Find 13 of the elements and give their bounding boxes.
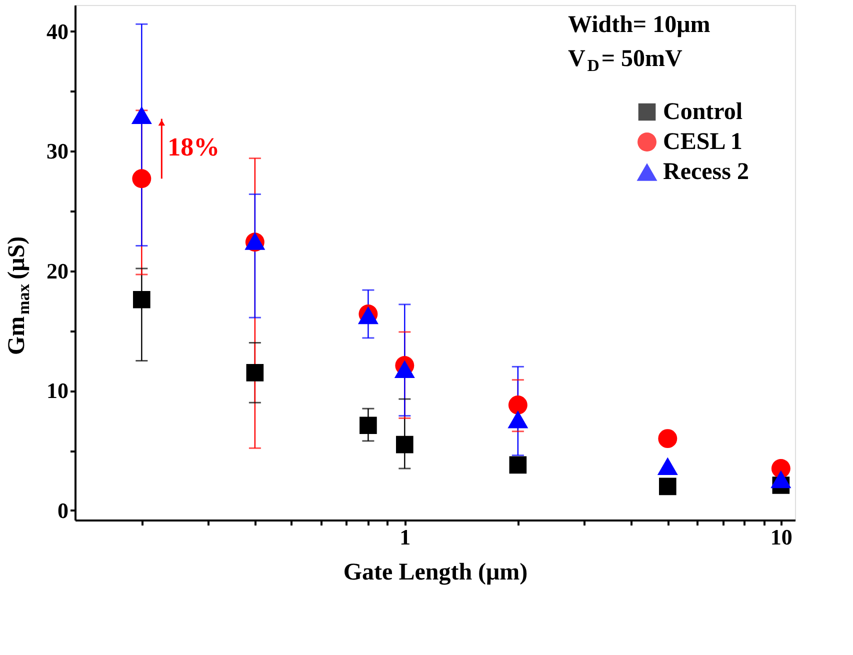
x-axis-title: Gate Length (μm) (343, 560, 528, 586)
x-tick-label: 1 (400, 524, 411, 550)
legend-label: Control (663, 99, 743, 125)
y-tick-label: 40 (46, 18, 68, 44)
legend-label: CESL 1 (663, 129, 742, 155)
y-tick-label: 0 (58, 498, 68, 523)
y-tick-label: 30 (46, 138, 68, 164)
y-axis-title: Gmmax (μS) (4, 236, 34, 355)
y-tick-label: 10 (46, 378, 68, 404)
legend-label: Recess 2 (663, 159, 749, 185)
y-tick-label: 20 (46, 258, 68, 284)
annotation: Width= 10μm (568, 12, 710, 38)
annotation: 18% (168, 132, 220, 162)
